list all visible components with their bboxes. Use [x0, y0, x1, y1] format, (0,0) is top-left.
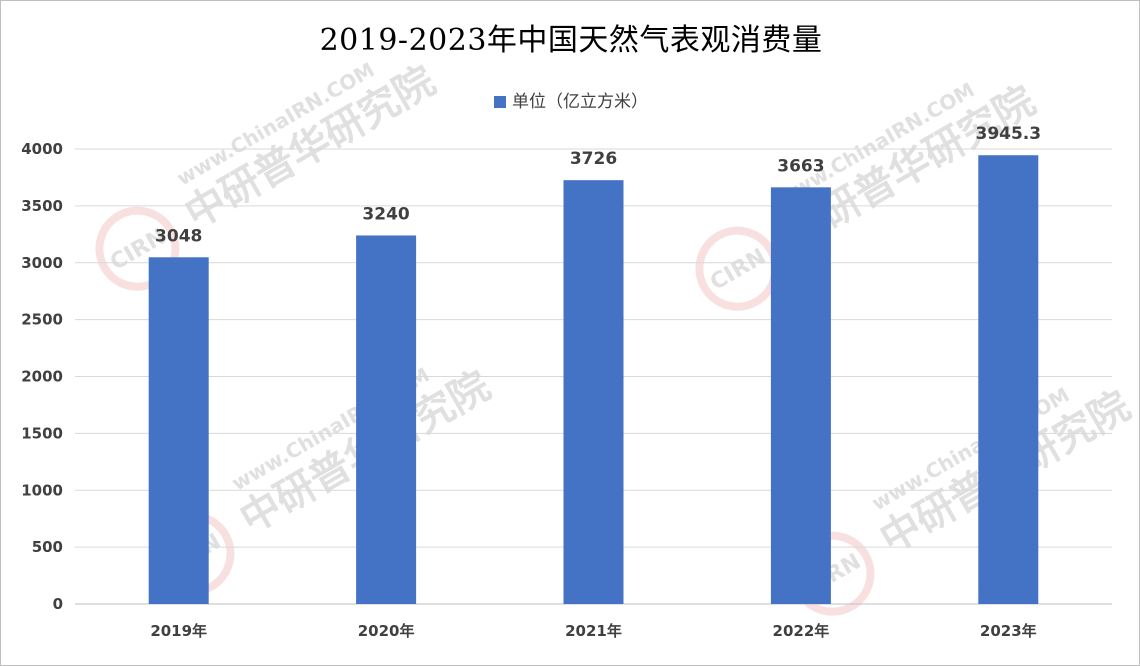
x-tick-label: 2021年	[565, 622, 622, 640]
y-axis: 0 500 1000 1500 2000 2500 3000 3500 4000	[21, 140, 63, 613]
y-tick-label: 3000	[21, 254, 63, 272]
data-label: 3726	[570, 149, 617, 169]
y-tick-label: 1000	[21, 481, 63, 499]
y-tick-label: 2500	[21, 311, 63, 329]
x-tick-label: 2020年	[358, 622, 415, 640]
bar[interactable]	[148, 257, 209, 604]
x-axis: 2019年 2020年 2021年 2022年 2023年	[150, 622, 1036, 640]
bar[interactable]	[356, 235, 417, 604]
bar[interactable]	[978, 155, 1039, 605]
bar[interactable]	[563, 180, 624, 605]
y-tick-label: 0	[53, 595, 63, 613]
bars: 3048 3240 3726 3663 3945.3	[148, 124, 1041, 605]
bar[interactable]	[770, 187, 831, 605]
y-tick-label: 3500	[21, 197, 63, 215]
data-label: 3663	[777, 156, 824, 176]
y-tick-label: 2000	[21, 368, 63, 386]
legend[interactable]: 单位（亿立方米）	[1, 87, 1140, 112]
x-tick-label: 2023年	[980, 622, 1037, 640]
data-label: 3945.3	[975, 124, 1041, 144]
watermark-logo-ring	[695, 226, 780, 311]
watermark-logo: CIRN	[706, 244, 770, 295]
data-label: 3048	[155, 226, 202, 246]
legend-label: 单位（亿立方米）	[512, 92, 648, 112]
y-tick-label: 4000	[21, 140, 63, 158]
data-label: 3240	[362, 204, 409, 224]
chart-title: 2019-2023年中国天然气表观消费量	[319, 23, 823, 58]
legend-swatch	[494, 96, 506, 108]
x-tick-label: 2019年	[150, 622, 207, 640]
y-tick-label: 500	[32, 538, 63, 556]
y-tick-label: 1500	[21, 424, 63, 442]
x-tick-label: 2022年	[773, 622, 830, 640]
